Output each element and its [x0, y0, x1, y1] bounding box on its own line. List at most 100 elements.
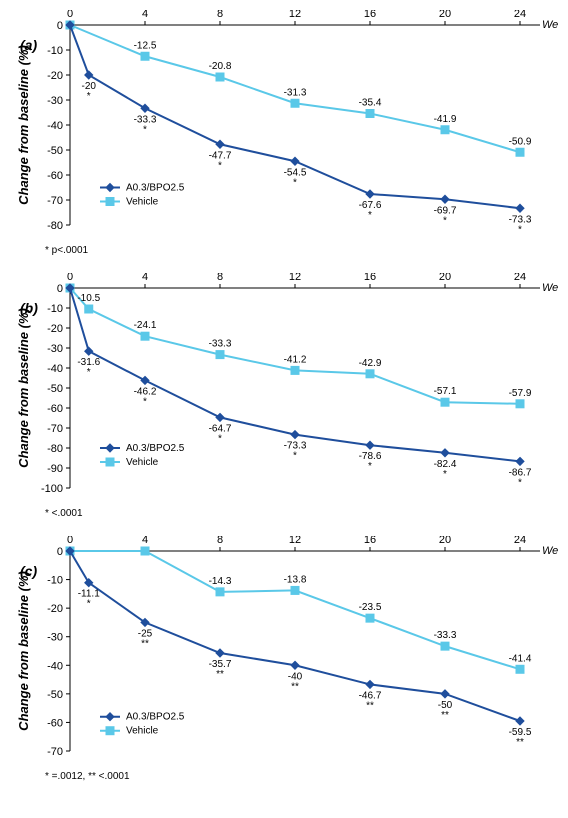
data-point-label: -12.5	[134, 40, 157, 51]
legend: A0.3/BPO2.5 Vehicle	[100, 712, 185, 737]
x-tick-label: 24	[514, 536, 526, 546]
y-tick-label: 0	[57, 20, 63, 32]
x-tick-label: 0	[67, 273, 73, 283]
y-tick-label: -40	[47, 660, 63, 672]
significance-marker: **	[441, 710, 449, 721]
chart-panel-b: (b)0-10-20-30-40-50-60-70-80-90-10004812…	[10, 273, 558, 528]
legend: A0.3/BPO2.5 Vehicle	[100, 443, 185, 468]
x-tick-label: 16	[364, 536, 376, 546]
x-tick-label: 8	[217, 536, 223, 546]
y-tick-label: -60	[47, 403, 63, 415]
legend-series1-label: A0.3/BPO2.5	[126, 443, 185, 454]
y-tick-label: -90	[47, 463, 63, 475]
significance-marker: *	[143, 124, 147, 135]
significance-marker: *	[443, 215, 447, 226]
y-tick-label: -10	[47, 45, 63, 57]
footnote-b: * <.0001	[45, 508, 83, 519]
x-tick-label: 4	[142, 10, 148, 20]
y-axis-label: Change from baseline (%)	[16, 571, 31, 731]
y-tick-label: -60	[47, 717, 63, 729]
y-tick-label: -60	[47, 170, 63, 182]
y-tick-label: -50	[47, 383, 63, 395]
panel-c: (c)0-10-20-30-40-50-60-7004812162024Week…	[10, 536, 558, 791]
x-tick-label: 4	[142, 273, 148, 283]
y-tick-label: -40	[47, 363, 63, 375]
data-point-label: -24.1	[134, 320, 157, 331]
y-tick-label: 0	[57, 546, 63, 558]
significance-marker: **	[291, 681, 299, 692]
data-point-label: -57.9	[509, 388, 532, 399]
y-tick-label: -80	[47, 443, 63, 455]
y-tick-label: -20	[47, 603, 63, 615]
panel-a: (a)0-10-20-30-40-50-60-70-8004812162024W…	[10, 10, 558, 265]
data-point-label: -23.5	[359, 602, 382, 613]
y-tick-label: -70	[47, 423, 63, 435]
y-tick-label: -10	[47, 303, 63, 315]
significance-marker: **	[516, 737, 524, 748]
data-point-label: -10.5	[77, 293, 100, 304]
y-tick-label: -100	[41, 483, 63, 495]
data-point-label: -57.1	[434, 386, 457, 397]
legend-series1-label: A0.3/BPO2.5	[126, 183, 185, 194]
chart-panel-c: (c)0-10-20-30-40-50-60-7004812162024Week…	[10, 536, 558, 791]
significance-marker: *	[218, 160, 222, 171]
data-point-label: -50.9	[509, 136, 532, 147]
data-point-label: -13.8	[284, 574, 307, 585]
significance-marker: **	[366, 700, 374, 711]
y-tick-label: -20	[47, 70, 63, 82]
legend-series1-label: A0.3/BPO2.5	[126, 712, 185, 723]
data-point-label: -41.9	[434, 114, 457, 125]
significance-marker: *	[143, 396, 147, 407]
x-tick-label: 24	[514, 273, 526, 283]
significance-marker: *	[87, 91, 91, 102]
y-axis-label: Change from baseline (%)	[16, 308, 31, 468]
y-tick-label: -40	[47, 120, 63, 132]
data-point-label: -42.9	[359, 358, 382, 369]
panel-b: (b)0-10-20-30-40-50-60-70-80-90-10004812…	[10, 273, 558, 528]
x-tick-label: 12	[289, 536, 301, 546]
x-axis-label: Weeks	[542, 19, 558, 31]
series-line	[70, 551, 520, 669]
x-tick-label: 16	[364, 10, 376, 20]
data-point-label: -33.3	[434, 630, 457, 641]
y-tick-label: 0	[57, 283, 63, 295]
data-point-label: -41.2	[284, 354, 307, 365]
x-axis-label: Weeks	[542, 545, 558, 557]
significance-marker: *	[518, 477, 522, 488]
x-tick-label: 0	[67, 10, 73, 20]
data-point-label: -41.4	[509, 653, 532, 664]
x-tick-label: 20	[439, 536, 451, 546]
significance-marker: **	[141, 638, 149, 649]
y-tick-label: -30	[47, 343, 63, 355]
significance-marker: *	[293, 177, 297, 188]
x-tick-label: 20	[439, 10, 451, 20]
x-tick-label: 8	[217, 10, 223, 20]
footnote-a: * p<.0001	[45, 245, 89, 256]
data-point-label: -33.3	[209, 339, 232, 350]
y-tick-label: -30	[47, 632, 63, 644]
y-tick-label: -20	[47, 323, 63, 335]
significance-marker: *	[443, 469, 447, 480]
significance-marker: *	[87, 599, 91, 610]
x-tick-label: 16	[364, 273, 376, 283]
significance-marker: *	[293, 451, 297, 462]
data-point-label: -35.4	[359, 98, 382, 109]
x-tick-label: 8	[217, 273, 223, 283]
data-point-label: -31.3	[284, 87, 307, 98]
data-point-label: -20.8	[209, 61, 232, 72]
legend-series2-label: Vehicle	[126, 726, 159, 737]
y-axis-label: Change from baseline (%)	[16, 45, 31, 205]
x-tick-label: 24	[514, 10, 526, 20]
y-tick-label: -50	[47, 145, 63, 157]
x-tick-label: 0	[67, 536, 73, 546]
legend-series2-label: Vehicle	[126, 457, 159, 468]
y-tick-label: -50	[47, 689, 63, 701]
y-tick-label: -70	[47, 746, 63, 758]
legend: A0.3/BPO2.5Vehicle	[100, 183, 185, 208]
x-tick-label: 20	[439, 273, 451, 283]
y-tick-label: -70	[47, 195, 63, 207]
x-axis-label: Weeks	[542, 282, 558, 294]
significance-marker: *	[368, 461, 372, 472]
x-tick-label: 12	[289, 273, 301, 283]
x-tick-label: 12	[289, 10, 301, 20]
